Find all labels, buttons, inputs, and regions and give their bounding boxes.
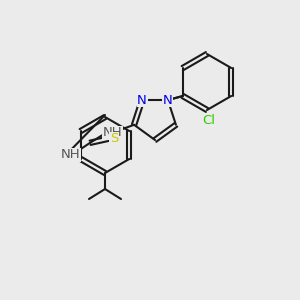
Text: N: N: [163, 94, 173, 107]
Text: S: S: [110, 132, 118, 145]
Text: Cl: Cl: [202, 113, 215, 127]
Text: NH: NH: [60, 148, 80, 161]
Text: NH: NH: [102, 126, 122, 139]
Text: N: N: [137, 94, 147, 107]
